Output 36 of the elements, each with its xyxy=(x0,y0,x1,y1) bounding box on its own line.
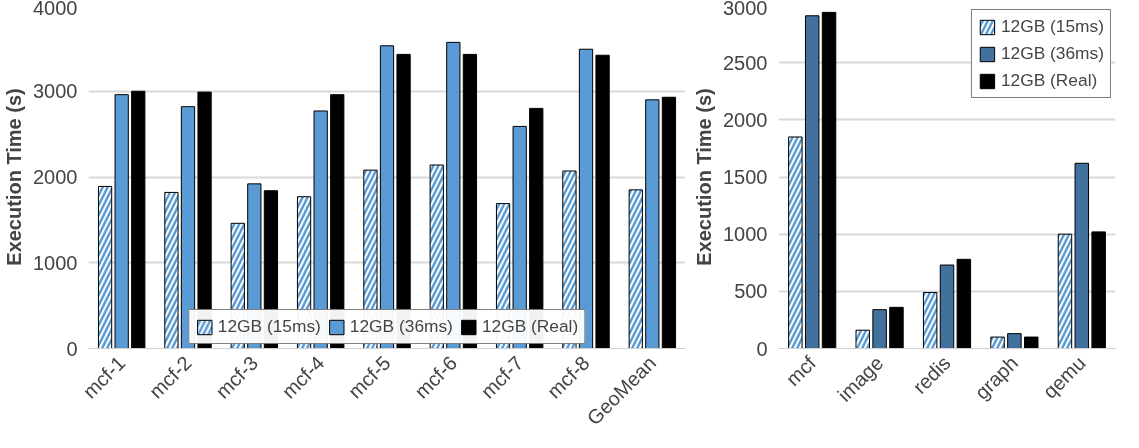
bar xyxy=(872,309,887,349)
legend-label: 12GB (15ms) xyxy=(1000,16,1104,37)
x-tick-label: mcf xyxy=(781,351,821,391)
y-tick-label: 3000 xyxy=(723,0,768,19)
bar xyxy=(595,54,610,349)
y-tick-label: 0 xyxy=(756,337,768,360)
y-tick-label: 1000 xyxy=(723,223,768,246)
bar xyxy=(661,96,677,349)
bar xyxy=(889,306,904,349)
legend-label: 12GB (15ms) xyxy=(217,316,321,337)
bar xyxy=(939,264,955,349)
legend-label: 12GB (Real) xyxy=(1000,70,1098,91)
legend-label: 12GB (36ms) xyxy=(349,316,453,337)
bar xyxy=(1024,336,1039,349)
y-axis-title: Execution Time (s) xyxy=(3,88,26,266)
y-tick-label: 2000 xyxy=(33,166,78,188)
bar xyxy=(1091,231,1106,349)
bar xyxy=(1007,333,1022,349)
bar xyxy=(956,258,972,349)
bar xyxy=(645,99,660,349)
y-tick-label: 2000 xyxy=(723,108,768,131)
bar xyxy=(804,15,820,349)
legend-label: 12GB (Real) xyxy=(481,316,579,337)
y-axis-title: Execution Time (s) xyxy=(693,88,716,266)
y-tick-label: 0 xyxy=(66,337,78,360)
y-tick-label: 500 xyxy=(734,280,768,303)
bar xyxy=(1074,162,1090,349)
y-tick-label: 1500 xyxy=(723,166,768,188)
bar xyxy=(131,90,146,349)
bar xyxy=(114,94,129,349)
legend-label: 12GB (36ms) xyxy=(1000,43,1104,64)
bar xyxy=(821,11,837,349)
y-tick-label: 1000 xyxy=(33,251,78,274)
y-tick-label: 4000 xyxy=(33,0,78,19)
y-tick-label: 2500 xyxy=(723,51,768,74)
y-tick-label: 3000 xyxy=(33,80,78,103)
